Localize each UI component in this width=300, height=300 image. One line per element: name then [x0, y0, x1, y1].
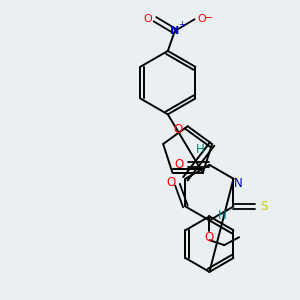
Text: −: −	[204, 13, 213, 23]
Text: O: O	[197, 14, 206, 24]
Text: O: O	[205, 231, 214, 244]
Text: N: N	[234, 177, 243, 190]
Text: S: S	[260, 200, 268, 213]
Text: O: O	[166, 176, 175, 189]
Text: H: H	[196, 143, 205, 157]
Text: O: O	[173, 123, 182, 136]
Text: H: H	[218, 209, 227, 222]
Text: +: +	[178, 20, 185, 29]
Text: N: N	[170, 26, 179, 36]
Text: O: O	[144, 14, 152, 24]
Text: O: O	[174, 158, 183, 171]
